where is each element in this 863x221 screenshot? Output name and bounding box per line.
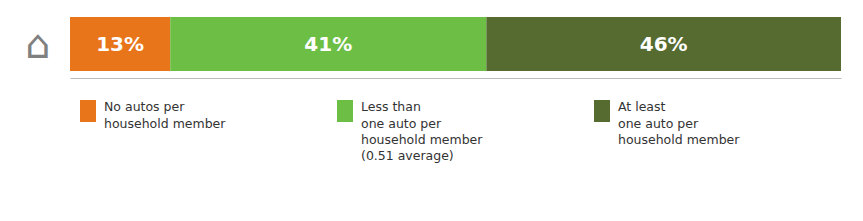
data-label: 41% <box>304 32 352 56</box>
legend-label: No autos per household member <box>104 99 226 130</box>
legend-line: household member <box>104 116 226 131</box>
legend-item: Less than one auto perhousehold member(0.… <box>337 99 483 163</box>
legend: No autos per household member Less than one… <box>80 99 740 163</box>
data-label: 13% <box>96 32 144 56</box>
legend-line: household member <box>361 132 483 147</box>
chart: 13%41%46%⌂No autos perhousehold memberLe… <box>0 0 863 221</box>
legend-line: one auto per <box>618 116 699 131</box>
annotation: ⌂ <box>25 21 50 67</box>
legend-line: household member <box>618 132 740 147</box>
axis-line <box>71 78 842 79</box>
bar-segment <box>70 17 170 71</box>
legend-swatch <box>80 100 96 122</box>
legend-line: one auto per <box>361 116 442 131</box>
data-label: 46% <box>640 32 688 56</box>
data-labels: 13% 41% 46% <box>96 32 687 56</box>
legend-line: At least <box>618 99 666 114</box>
legend-swatch <box>594 100 610 122</box>
x-axis <box>71 78 842 79</box>
bar-segment <box>170 17 486 71</box>
legend-item: At least one auto perhousehold member <box>594 99 740 147</box>
legend-label: Less than one auto perhousehold member(0.… <box>361 99 483 163</box>
legend-label: At least one auto perhousehold member <box>618 99 740 147</box>
legend-swatch <box>337 100 353 122</box>
legend-line: Less than <box>361 99 421 114</box>
legend-item: No autos per household member <box>80 99 226 130</box>
legend-line: (0.51 average) <box>361 148 454 163</box>
legend-line: No autos per <box>104 99 185 114</box>
bar-segment <box>486 17 841 71</box>
bars <box>70 17 841 71</box>
